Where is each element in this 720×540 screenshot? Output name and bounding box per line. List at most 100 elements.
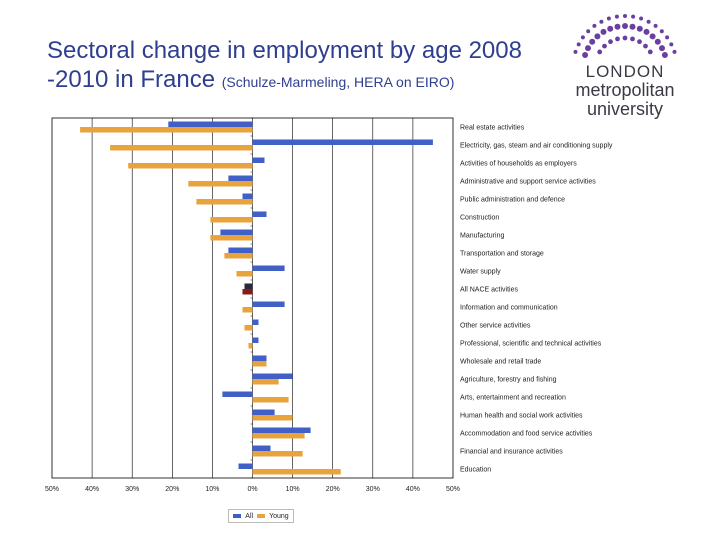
logo-dot bbox=[643, 43, 648, 49]
bar-young-15 bbox=[252, 397, 289, 403]
logo-dot bbox=[589, 38, 596, 45]
logo-dot bbox=[669, 42, 674, 47]
bar-young-10 bbox=[242, 307, 253, 313]
logo-dot-arc-icon bbox=[573, 14, 677, 58]
bar-all-14 bbox=[252, 373, 293, 379]
bar-young-11 bbox=[244, 325, 253, 331]
bar-young-9 bbox=[242, 289, 253, 295]
x-tick-label: 40% bbox=[406, 486, 420, 493]
bar-all-8 bbox=[252, 265, 285, 271]
bar-all-0 bbox=[168, 121, 253, 127]
logo-dot bbox=[594, 33, 601, 40]
logo-line-1: LONDON bbox=[585, 62, 665, 81]
logo-dot bbox=[647, 49, 653, 55]
logo-dot bbox=[623, 14, 627, 18]
logo-dot bbox=[600, 28, 607, 35]
university-logo: LONDON metropolitan university bbox=[540, 10, 710, 120]
logo-dot bbox=[661, 52, 668, 58]
bar-young-18 bbox=[252, 451, 303, 457]
logo-dot bbox=[608, 39, 613, 45]
x-tick-label: 30% bbox=[366, 486, 380, 493]
logo-dot bbox=[592, 23, 597, 28]
category-label: Water supply bbox=[460, 269, 501, 276]
logo-dot bbox=[614, 23, 621, 30]
logo-dot bbox=[582, 52, 589, 58]
bar-young-4 bbox=[196, 199, 253, 205]
bar-young-0 bbox=[80, 127, 253, 133]
x-tick-label: 50% bbox=[446, 486, 460, 493]
bar-all-10 bbox=[252, 301, 285, 307]
bar-young-19 bbox=[252, 469, 341, 475]
x-tick-label: 10% bbox=[286, 486, 300, 493]
logo-dot bbox=[606, 16, 611, 21]
bar-all-13 bbox=[252, 355, 267, 361]
logo-dot bbox=[646, 19, 651, 24]
legend-label-all: All bbox=[245, 512, 254, 520]
logo-dot bbox=[639, 16, 644, 21]
bar-all-2 bbox=[252, 157, 265, 163]
bar-all-11 bbox=[252, 319, 259, 325]
slide-title-main: Sectoral change in employment by age 200… bbox=[47, 37, 522, 93]
category-label: Real estate activities bbox=[460, 125, 525, 132]
logo-dot bbox=[630, 36, 635, 42]
logo-dot bbox=[602, 43, 607, 49]
category-label: Professional, scientific and technical a… bbox=[460, 341, 602, 348]
logo-dot bbox=[649, 33, 656, 40]
category-label: Other service activities bbox=[460, 323, 531, 330]
logo-dot bbox=[622, 23, 628, 29]
bar-all-1 bbox=[252, 139, 433, 145]
logo-dot bbox=[573, 49, 578, 54]
bar-young-1 bbox=[110, 145, 253, 151]
bar-young-17 bbox=[252, 433, 305, 439]
category-label: Information and communication bbox=[460, 305, 558, 312]
bar-all-12 bbox=[252, 337, 259, 343]
category-label: Activities of households as employers bbox=[460, 161, 577, 168]
category-label: Administrative and support service activ… bbox=[460, 179, 596, 186]
bar-young-5 bbox=[210, 217, 253, 223]
category-label: Education bbox=[460, 467, 491, 474]
bar-all-7 bbox=[228, 247, 253, 253]
bar-young-6 bbox=[210, 235, 253, 241]
slide-title-citation: (Schulze-Marmeling, HERA on EIRO) bbox=[221, 74, 455, 90]
logo-dot bbox=[654, 38, 661, 45]
logo-dot bbox=[585, 45, 591, 52]
slide-title: Sectoral change in employment by age 200… bbox=[47, 36, 547, 97]
logo-dot bbox=[636, 25, 643, 32]
bar-all-16 bbox=[252, 409, 275, 415]
bar-young-12 bbox=[248, 343, 253, 349]
logo-dot bbox=[615, 36, 620, 42]
category-label: All NACE activities bbox=[460, 287, 518, 294]
logo-dot bbox=[614, 14, 619, 19]
bar-all-6 bbox=[220, 229, 253, 235]
bar-young-8 bbox=[236, 271, 253, 277]
logo-dot bbox=[643, 28, 650, 35]
bar-all-18 bbox=[252, 445, 271, 451]
x-tick-label: 40% bbox=[85, 486, 99, 493]
logo-dot bbox=[659, 29, 664, 34]
logo-dot bbox=[597, 49, 603, 55]
logo-dot bbox=[629, 23, 636, 30]
x-tick-label: 20% bbox=[326, 486, 340, 493]
category-label: Construction bbox=[460, 215, 499, 222]
bar-young-14 bbox=[252, 379, 279, 385]
category-label: Public administration and defence bbox=[460, 197, 565, 204]
logo-dot bbox=[586, 29, 591, 34]
category-label: Arts, entertainment and recreation bbox=[460, 395, 566, 402]
bar-all-5 bbox=[252, 211, 267, 217]
category-label: Manufacturing bbox=[460, 233, 504, 240]
logo-dot bbox=[637, 39, 642, 45]
category-label: Electricity, gas, steam and air conditio… bbox=[460, 143, 613, 150]
bar-young-3 bbox=[188, 181, 253, 187]
bar-all-3 bbox=[228, 175, 253, 181]
bar-young-16 bbox=[252, 415, 293, 421]
bar-all-9 bbox=[244, 283, 253, 289]
logo-dot bbox=[599, 19, 604, 24]
logo-dot bbox=[622, 35, 628, 41]
category-label: Accommodation and food service activitie… bbox=[460, 431, 593, 438]
legend-swatch-young bbox=[257, 514, 266, 518]
x-tick-label: 10% bbox=[205, 486, 219, 493]
logo-dot bbox=[631, 14, 636, 19]
logo-line-3: university bbox=[586, 99, 664, 119]
category-label: Human health and social work activities bbox=[460, 413, 583, 420]
category-label: Financial and insurance activities bbox=[460, 449, 563, 456]
